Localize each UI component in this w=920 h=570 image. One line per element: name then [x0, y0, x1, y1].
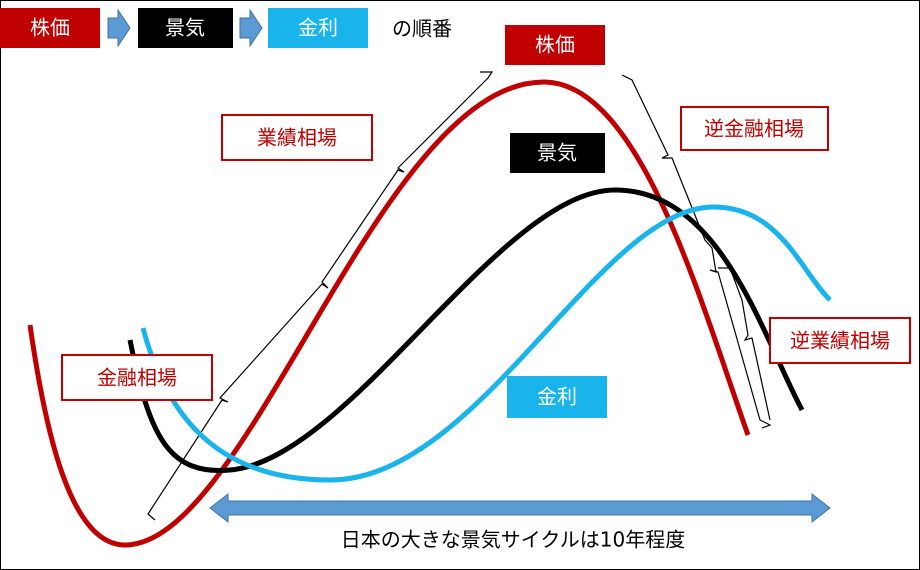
- legend-text: 株価: [30, 16, 70, 40]
- curve-label: 株価: [535, 33, 575, 57]
- curve-label: 景気: [537, 141, 577, 165]
- cycle-arrow: [209, 492, 831, 524]
- legend-suffix: の順番: [392, 17, 452, 41]
- legend-text: 金利: [298, 16, 338, 40]
- phase-label: 逆業績相場: [790, 329, 890, 353]
- phase-label: 金融相場: [97, 366, 177, 390]
- label-box: [505, 25, 605, 65]
- arrow: [107, 8, 131, 48]
- stock-curve: [27, 79, 751, 548]
- label-box: [507, 376, 607, 418]
- phase-labels: 業績相場 逆金融相場 金融相場 逆業績相場: [97, 117, 890, 390]
- legend-box: [138, 8, 233, 48]
- cycle-note: 日本の大きな景気サイクルは10年程度: [341, 528, 685, 552]
- rate-curve: [140, 204, 832, 483]
- phase-label: 業績相場: [257, 126, 337, 150]
- arrow: [239, 8, 263, 48]
- economy-curve: [127, 187, 805, 473]
- label-box: [510, 133, 605, 173]
- legend-box: [0, 8, 100, 48]
- phase-label: 逆金融相場: [704, 117, 804, 141]
- phase-boxes: [61, 106, 911, 401]
- curve-label: 金利: [537, 385, 577, 409]
- legend-text: 景気: [165, 16, 205, 40]
- legend-box: [268, 8, 368, 48]
